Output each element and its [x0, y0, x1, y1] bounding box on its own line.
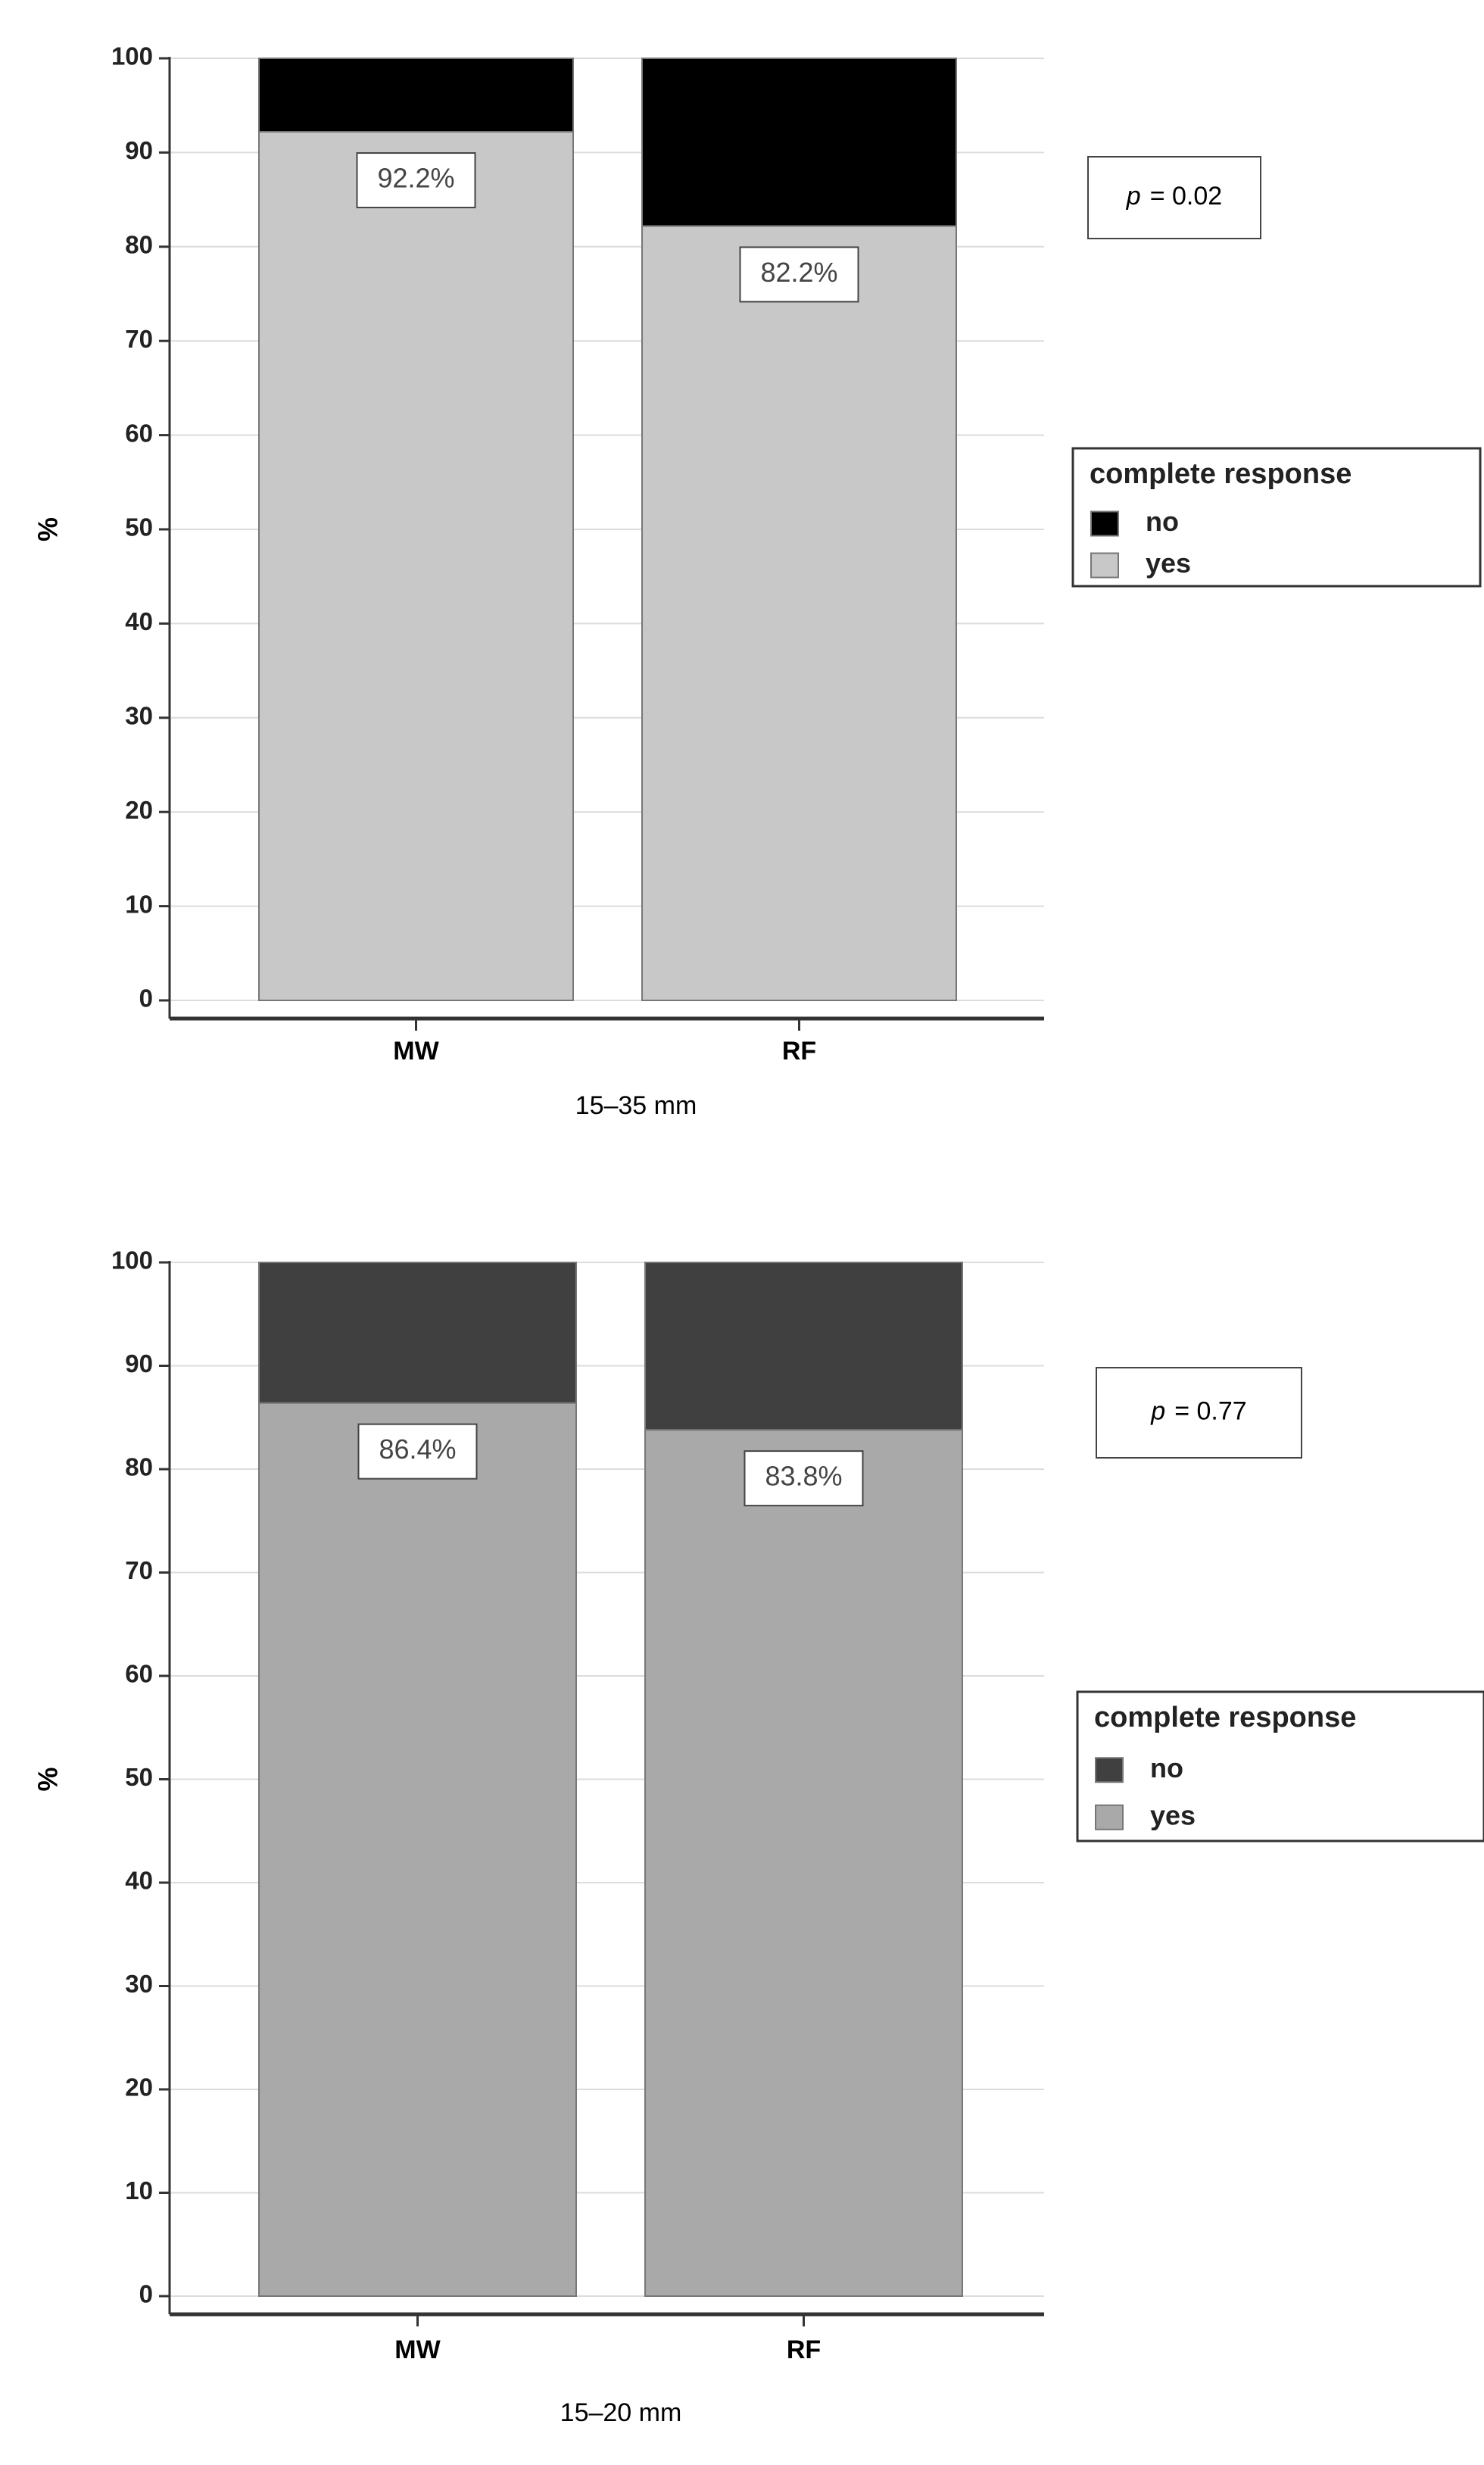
y-tick-label: 90	[125, 136, 153, 164]
y-tick-label: 50	[125, 1763, 153, 1791]
y-tick-label: 30	[125, 1970, 153, 1998]
bar-segment	[258, 1402, 577, 2297]
y-tick-label: 0	[139, 2280, 153, 2308]
legend-swatch	[1095, 1757, 1124, 1783]
y-tick-label: 0	[139, 984, 153, 1013]
annotation-box	[1096, 1367, 1302, 1459]
legend-title: complete response	[1090, 458, 1352, 490]
bar-segment	[258, 131, 574, 1002]
y-tick-label: 10	[125, 890, 153, 918]
legend-label: yes	[1146, 548, 1191, 579]
y-tick-label: 20	[125, 796, 153, 824]
y-tick-label: 100	[111, 42, 153, 70]
y-tick-label: 70	[125, 1556, 153, 1584]
legend-box	[1076, 1690, 1484, 1843]
chart: 0 10 20 30 40 50 60 70 80 90 100% 15–35 mm MW 92.2% RF…	[33, 42, 1482, 1120]
value-label: 92.2%	[377, 163, 454, 194]
annotation-variable: p	[1150, 1396, 1165, 1425]
legend-swatch	[1095, 1804, 1124, 1830]
y-tick-label: 70	[125, 325, 153, 353]
legend-label: no	[1146, 506, 1179, 537]
bar-segment	[641, 225, 957, 1001]
y-tick-label: 90	[125, 1350, 153, 1378]
y-tick-label: 30	[125, 702, 153, 730]
annotation-box	[1087, 156, 1261, 239]
x-axis-label: 15–20 mm	[560, 2398, 682, 2427]
value-label-box	[357, 1423, 478, 1480]
y-tick-label: 60	[125, 1660, 153, 1688]
y-tick-label: 40	[125, 607, 153, 635]
legend-label: no	[1150, 1752, 1183, 1783]
value-label: 86.4%	[379, 1434, 456, 1465]
x-tick-label: RF	[787, 2336, 821, 2364]
annotation-text: = 0.02	[1150, 182, 1222, 211]
value-label: 82.2%	[760, 257, 837, 288]
value-label-box	[744, 1450, 864, 1507]
x-axis-label: 15–35 mm	[575, 1091, 697, 1120]
legend-title: complete response	[1094, 1702, 1356, 1733]
annotation: p = 0.02	[1126, 182, 1222, 211]
bar-segment	[641, 58, 957, 227]
legend-swatch	[1090, 552, 1119, 579]
y-tick-label: 100	[111, 1247, 153, 1275]
value-label: 83.8%	[765, 1461, 842, 1492]
y-tick-label: 80	[125, 231, 153, 259]
x-tick-label: MW	[393, 1037, 439, 1066]
legend-label: yes	[1150, 1799, 1196, 1830]
y-tick-label: 50	[125, 513, 153, 541]
y-axis-label: %	[33, 1767, 64, 1791]
annotation-variable: p	[1126, 182, 1141, 211]
y-tick-label: 20	[125, 2073, 153, 2101]
y-axis-label: %	[33, 517, 64, 541]
x-tick-label: MW	[394, 2336, 441, 2364]
chart: 0 10 20 30 40 50 60 70 80 90 100% 15–20 mm MW 86.4% RF…	[33, 1247, 1484, 2427]
value-label-box	[356, 152, 476, 209]
y-tick-label: 40	[125, 1867, 153, 1895]
bar-segment	[644, 1429, 963, 2297]
bar-segment	[258, 58, 574, 133]
y-tick-label: 10	[125, 2176, 153, 2204]
legend-box	[1071, 447, 1482, 588]
bar-segment	[644, 1262, 963, 1431]
y-tick-label: 60	[125, 419, 153, 447]
annotation-text: = 0.77	[1174, 1396, 1246, 1425]
bar-segment	[258, 1262, 577, 1404]
annotation: p = 0.77	[1150, 1396, 1246, 1425]
y-tick-label: 80	[125, 1453, 153, 1481]
x-tick-label: RF	[782, 1037, 816, 1066]
value-label-box	[739, 246, 859, 303]
legend-swatch	[1090, 510, 1119, 537]
